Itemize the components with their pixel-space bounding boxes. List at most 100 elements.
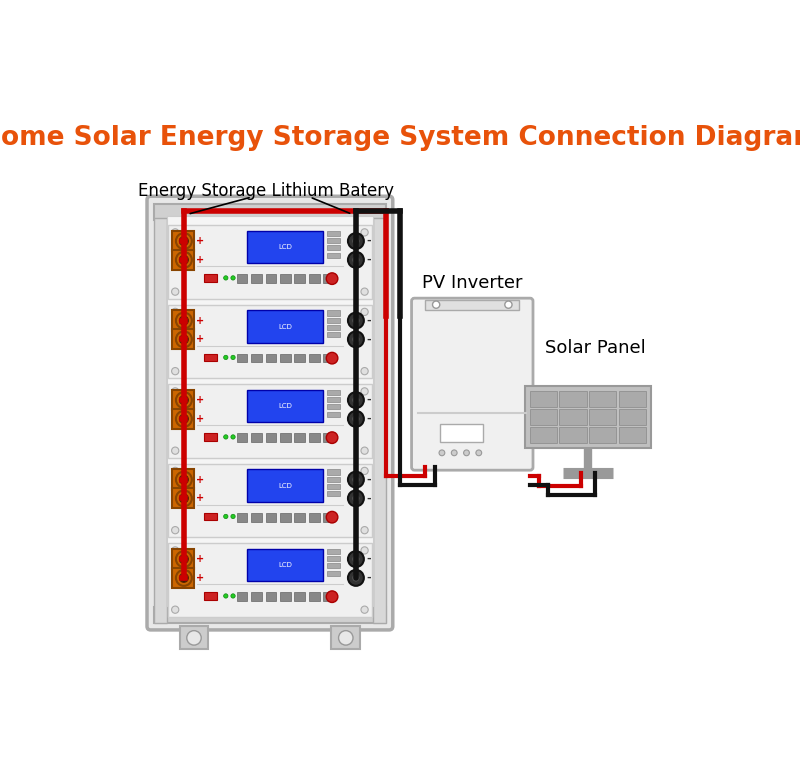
Bar [237,513,247,522]
Bar [172,250,194,270]
Circle shape [348,332,364,348]
Bar [266,513,276,522]
Circle shape [348,490,364,507]
Bar [172,231,194,251]
Circle shape [351,574,360,582]
Bar [172,409,194,429]
Bar [154,607,386,623]
Circle shape [361,468,368,474]
Circle shape [361,228,368,236]
Circle shape [171,388,179,395]
Circle shape [451,450,457,456]
Text: +: + [196,395,204,405]
Circle shape [179,555,188,563]
Bar [168,305,372,378]
Text: -: - [366,573,370,583]
Circle shape [433,301,440,308]
Circle shape [361,388,368,395]
Text: -: - [366,255,370,265]
Bar [251,592,262,601]
Bar [327,571,340,576]
Bar [172,488,194,509]
Text: -: - [366,335,370,345]
Text: +: + [196,494,204,503]
Circle shape [171,447,179,455]
Bar [327,325,340,330]
Bar [323,354,334,362]
Circle shape [476,450,482,456]
Circle shape [224,514,228,519]
Circle shape [361,547,368,554]
Bar [280,274,291,283]
Circle shape [348,411,364,427]
Circle shape [171,547,179,554]
Bar [327,477,340,482]
Bar [266,274,276,283]
Circle shape [179,494,188,503]
Text: +: + [196,554,204,564]
Circle shape [224,594,228,598]
Bar [327,390,340,395]
Bar [294,354,306,362]
Text: +: + [196,573,204,583]
Circle shape [176,411,192,427]
Bar [618,409,646,425]
Bar [327,549,340,554]
Circle shape [326,352,338,364]
Circle shape [179,237,188,245]
Bar [168,225,372,299]
Bar [280,592,291,601]
Bar [327,231,340,236]
Bar [167,215,373,606]
Circle shape [176,332,192,348]
Bar [331,626,360,649]
Bar [589,390,617,406]
Bar [251,433,262,442]
Bar [204,513,217,520]
Circle shape [348,551,364,567]
Bar [172,329,194,349]
Bar [172,390,194,410]
Circle shape [351,255,360,264]
Text: +: + [196,414,204,424]
Circle shape [171,468,179,474]
Text: LCD: LCD [278,244,292,250]
Circle shape [186,630,202,645]
FancyBboxPatch shape [411,298,533,470]
Circle shape [176,233,192,249]
Circle shape [326,591,338,603]
Text: -: - [366,414,370,424]
Circle shape [348,233,364,249]
Circle shape [348,392,364,408]
Bar [323,513,334,522]
Bar [154,218,167,623]
Bar [168,543,372,617]
Bar [294,513,306,522]
Bar [327,332,340,337]
Circle shape [348,312,364,329]
Circle shape [351,237,360,245]
Bar [294,274,306,283]
Circle shape [176,551,192,567]
Circle shape [348,570,364,586]
Bar [373,218,386,623]
Circle shape [326,432,338,443]
Bar [172,568,194,588]
Bar [237,433,247,442]
Bar [323,592,334,601]
Bar [327,318,340,322]
Circle shape [179,415,188,423]
Circle shape [224,276,228,280]
Bar [530,409,558,425]
Circle shape [439,450,445,456]
Bar [247,231,323,264]
Circle shape [176,490,192,507]
Circle shape [179,475,188,484]
Bar [327,397,340,402]
Circle shape [171,606,179,613]
Bar [168,384,372,458]
Bar [589,427,617,442]
Circle shape [176,392,192,408]
Bar [559,409,587,425]
Text: -: - [366,494,370,503]
